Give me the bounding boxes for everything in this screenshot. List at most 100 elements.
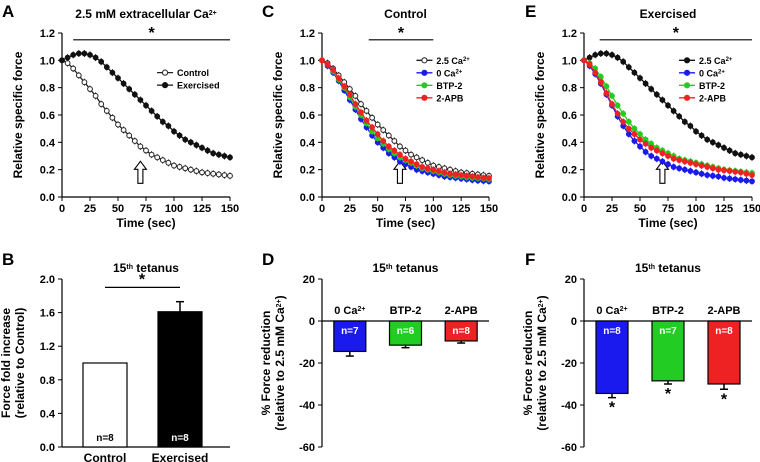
data-point <box>637 75 643 81</box>
data-point <box>137 143 144 150</box>
data-point <box>380 127 387 133</box>
data-point <box>665 161 671 168</box>
data-point <box>430 166 437 173</box>
y-tick-label: 0.8 <box>562 83 577 95</box>
n-label: n=6 <box>397 326 415 337</box>
data-point <box>670 108 677 114</box>
y-tick-label: -20 <box>299 358 315 370</box>
series-0-ca <box>581 57 755 185</box>
y-tick-label: 0.2 <box>40 165 55 177</box>
data-point <box>182 165 189 172</box>
data-point <box>436 168 442 174</box>
y-tick-label: 0.4 <box>562 137 578 149</box>
n-label: n=7 <box>341 326 359 337</box>
data-point <box>215 171 222 178</box>
data-point <box>221 153 228 159</box>
data-point <box>670 164 677 170</box>
data-point <box>363 117 370 124</box>
data-point <box>637 131 643 138</box>
y-tick-label: 0 <box>571 316 577 328</box>
x-tick-label: 25 <box>344 203 356 215</box>
y-tick-label: 2.0 <box>40 274 55 286</box>
legend-label: BTP-2 <box>436 81 462 91</box>
n-label: n=8 <box>171 433 189 444</box>
data-point <box>463 172 470 179</box>
data-point <box>70 51 77 58</box>
x-tick-label: 0 <box>59 203 65 215</box>
data-point <box>341 83 348 90</box>
data-point <box>609 92 615 99</box>
data-point <box>227 172 233 179</box>
legend-swatch-marker <box>421 69 428 76</box>
data-point <box>642 140 649 147</box>
data-point <box>413 161 420 168</box>
data-point <box>115 121 121 128</box>
y-tick-label: -40 <box>561 400 577 412</box>
data-point <box>620 58 627 65</box>
data-point <box>385 143 392 150</box>
series-exercised <box>59 50 233 161</box>
data-point <box>625 131 632 138</box>
data-point <box>193 142 200 148</box>
data-point <box>391 138 398 144</box>
data-point <box>732 176 739 183</box>
x-category-label: Control <box>84 451 127 462</box>
legend-label: 2.5 Ca2+ <box>699 56 733 66</box>
x-tick-label: 125 <box>715 203 733 215</box>
series-0-ca <box>319 57 492 185</box>
data-point <box>363 108 370 114</box>
chart-title: Control <box>384 7 427 21</box>
data-point <box>413 154 420 161</box>
data-point <box>221 172 228 179</box>
data-point <box>676 157 683 164</box>
data-point <box>721 144 727 151</box>
y-tick-label: 0.4 <box>40 408 56 420</box>
legend-label: 2-APB <box>699 93 727 103</box>
x-category-label: 2-APB <box>707 305 740 317</box>
data-point <box>187 139 194 146</box>
y-tick-label: 0.0 <box>300 192 315 204</box>
significance-star: * <box>148 25 155 42</box>
y-tick-label: 20 <box>303 274 315 286</box>
x-category-label: 0 Ca2+ <box>334 305 365 317</box>
legend-swatch-marker <box>683 57 691 64</box>
data-point <box>474 174 481 181</box>
arrow-marker <box>392 160 408 184</box>
data-point <box>176 164 183 170</box>
data-point <box>98 101 105 107</box>
data-point <box>698 170 705 177</box>
data-point <box>70 65 77 72</box>
panel-letter: D <box>262 250 274 269</box>
x-tick-label: 50 <box>634 203 646 215</box>
data-point <box>148 151 155 158</box>
data-point <box>335 75 342 81</box>
y-axis-label: Force fold increase <box>0 308 13 418</box>
data-point <box>715 166 722 173</box>
data-point <box>698 162 705 169</box>
n-label: n=8 <box>96 433 114 444</box>
significance-star: * <box>609 400 616 417</box>
data-point <box>743 170 750 177</box>
y-tick-label: 1.2 <box>300 28 315 40</box>
data-point <box>681 158 688 165</box>
data-point <box>665 102 671 109</box>
data-point <box>98 58 105 65</box>
data-point <box>749 172 755 179</box>
y-tick-label: 0.4 <box>40 137 56 149</box>
data-point <box>653 147 660 154</box>
data-point <box>586 54 593 61</box>
data-point <box>743 153 750 159</box>
y-axis-label: % Force reduction <box>521 311 535 416</box>
panel-letter: F <box>525 250 535 269</box>
data-point <box>704 172 711 179</box>
data-point <box>597 79 604 86</box>
data-point <box>715 173 722 180</box>
y-tick-label: -60 <box>299 442 315 454</box>
data-point <box>676 165 683 172</box>
data-point <box>486 175 492 182</box>
data-point <box>154 113 161 120</box>
y-tick-label: 0.6 <box>40 110 55 122</box>
y-tick-label: 1.2 <box>40 28 55 40</box>
data-point <box>115 75 121 81</box>
